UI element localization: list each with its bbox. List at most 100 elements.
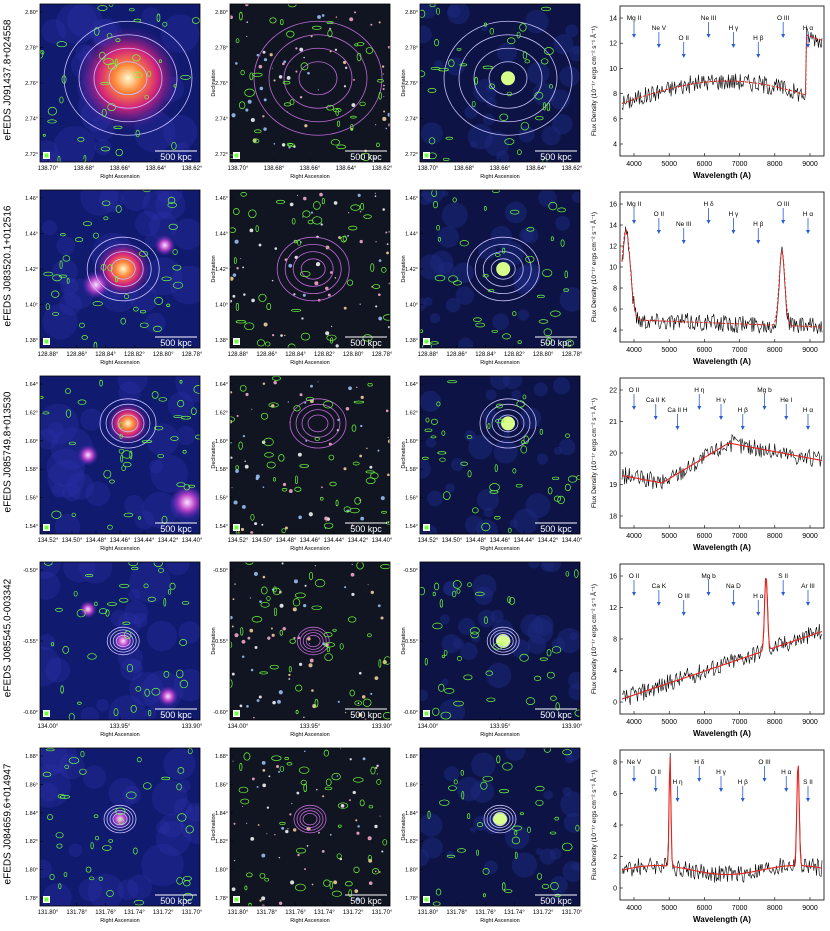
optical-galaxy [307, 71, 310, 75]
density-contour [161, 276, 172, 282]
density-contour [550, 310, 561, 317]
density-contour [494, 516, 501, 520]
density-contour [177, 813, 187, 822]
dec-tick-label: 2.78° [215, 46, 228, 52]
density-contour [555, 702, 560, 711]
density-contour [502, 247, 506, 254]
density-contour [284, 757, 290, 760]
density-contour [427, 88, 437, 93]
ra-tick-label: 128.82° [124, 352, 145, 358]
density-contour [230, 679, 233, 688]
density-contour [82, 221, 93, 227]
optical-galaxy [253, 716, 255, 719]
xray-contour [299, 629, 327, 653]
spectrum-x-label: Wavelength (A) [693, 357, 751, 366]
optical-galaxy [362, 757, 366, 761]
optical-galaxy [282, 62, 285, 66]
spectrum-y-label: Flux Density (10⁻¹⁷ ergs cm⁻² s⁻¹ Å⁻¹) [589, 26, 598, 136]
density-contour [56, 843, 63, 849]
density-contour [489, 27, 495, 35]
optical-galaxy [287, 401, 289, 403]
density-contour [65, 388, 71, 395]
ra-tick-label: 128.88° [418, 352, 439, 358]
density-contour [380, 564, 390, 570]
density-contour [480, 781, 488, 790]
model-spectrum [621, 229, 822, 328]
density-contour [495, 253, 501, 257]
line-marker-arrowhead [781, 220, 786, 224]
density-contour [512, 468, 517, 474]
density-contour [133, 306, 139, 312]
density-contour [293, 239, 298, 244]
ra-tick-label: 138.62° [372, 166, 393, 172]
ra-tick-label: 131.80° [228, 910, 249, 916]
density-contour [240, 627, 244, 636]
line-marker-arrowhead [756, 612, 761, 616]
spectrum-y-tick: 4 [613, 668, 617, 675]
spectrum-panel: Flux Density (10⁻¹⁷ ergs cm⁻² s⁻¹ Å⁻¹) Wa… [589, 377, 825, 552]
optical-galaxy [386, 243, 389, 245]
density-contour [563, 288, 569, 292]
spectrum-y-tick: 12 [609, 605, 617, 612]
figure-row: eFEDS J084659.6+014947 500 kpc 131.80° 131.… [0, 744, 830, 930]
density-contour [526, 227, 535, 232]
xray-contour [298, 61, 338, 96]
density-contour [314, 698, 319, 708]
scale-bar-label: 500 kpc [350, 152, 382, 162]
beam-marker [424, 339, 429, 344]
optical-galaxy [263, 322, 268, 327]
optical-galaxy [304, 584, 307, 587]
scale-bar-label: 500 kpc [160, 524, 192, 534]
density-contour [476, 849, 479, 856]
dec-tick-label: 1.46° [25, 196, 38, 202]
xray-contour [289, 398, 347, 449]
density-contour [107, 103, 116, 112]
optical-galaxy [375, 124, 377, 126]
beam-marker [44, 711, 49, 716]
source-name-text: eFEDS J091437.8+024558 [2, 19, 14, 141]
density-contour [139, 322, 149, 328]
spectrum-x-tick: 6000 [697, 719, 713, 726]
dec-tick-label: 1.62° [25, 410, 38, 416]
dec-tick-label: 2.72° [405, 152, 418, 158]
ra-tick-label: 134.40° [182, 538, 203, 544]
emission-line-label: S II [778, 573, 788, 580]
density-contour [326, 21, 334, 24]
spectrum-panel: Flux Density (10⁻¹⁷ ergs cm⁻² s⁻¹ Å⁻¹) Wa… [589, 191, 825, 366]
dec-tick-label: 1.80° [215, 868, 228, 874]
optical-galaxy [245, 108, 249, 112]
density-contour [295, 883, 306, 892]
density-contour [491, 329, 499, 333]
density-contour [71, 512, 76, 517]
density-contour [382, 314, 390, 321]
density-contour [519, 23, 527, 32]
spectrum-y-tick: 16 [609, 202, 617, 209]
spectrum-x-tick: 8000 [767, 533, 783, 540]
image-panel-2: 500 kpc 134.00° 133.95° 133.90° Right Ascens… [211, 561, 393, 738]
ra-tick-label: 134.00° [38, 724, 59, 730]
optical-galaxy [387, 326, 390, 329]
line-marker-arrowhead [653, 416, 658, 420]
density-contour [371, 868, 380, 875]
density-contour [327, 29, 333, 38]
line-marker-arrowhead [706, 220, 711, 224]
density-contour [492, 643, 503, 650]
optical-galaxy [277, 699, 281, 704]
ra-tick-label: 134.42° [348, 538, 369, 544]
optical-galaxy [325, 331, 330, 336]
density-contour [312, 216, 323, 225]
emission-line-label: Ne V [652, 25, 667, 32]
emission-line-label: H δ [694, 759, 705, 766]
figure-row: eFEDS J085749.8+013530 500 kpc 134.52° 134.… [0, 372, 830, 558]
density-contour [166, 303, 171, 308]
density-contour [113, 125, 123, 129]
optical-galaxy [350, 127, 353, 131]
density-contour [180, 75, 191, 80]
optical-galaxy [231, 887, 236, 892]
line-marker-arrowhead [719, 788, 723, 792]
central-source [496, 262, 511, 276]
optical-galaxy [375, 241, 377, 243]
density-contour [259, 671, 268, 675]
line-marker-arrowhead [675, 426, 680, 430]
line-marker-arrowhead [781, 592, 786, 596]
